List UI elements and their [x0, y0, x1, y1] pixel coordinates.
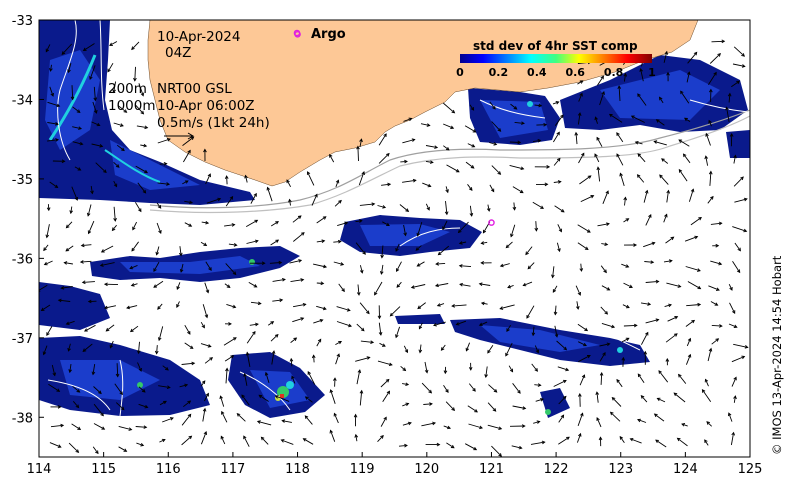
bathymetry-contours [149, 109, 750, 214]
x-tick-label: 121 [479, 462, 504, 477]
x-tick-label: 123 [608, 462, 633, 477]
sst-patch-far-east [726, 130, 750, 158]
y-tick-label: -36 [12, 252, 33, 267]
current-time-label: 10-Apr 06:00Z [157, 98, 255, 114]
colorbar-tick-label: 0.4 [527, 66, 547, 79]
sst-patch-west-coast [39, 20, 255, 205]
x-tick-label: 118 [285, 462, 310, 477]
argo-legend: Argo [293, 27, 346, 42]
scale-arrow [164, 132, 194, 140]
colorbar-tick-label: 1 [648, 66, 656, 79]
x-tick-label: 125 [738, 462, 763, 477]
y-axis: -33 -34 -35 -36 -37 -38 [12, 14, 44, 426]
x-tick-label: 119 [350, 462, 375, 477]
y-tick-label: -34 [12, 93, 33, 108]
x-tick-label: 117 [220, 462, 245, 477]
x-tick-label: 114 [27, 462, 52, 477]
sst-patch-strip [395, 314, 445, 324]
x-tick-label: 115 [91, 462, 116, 477]
y-tick-label: -37 [12, 332, 33, 347]
front-lines [47, 20, 749, 417]
colorbar-ticks: 0 0.2 0.4 0.6 0.8 1 [456, 66, 656, 79]
argo-legend-icon [293, 29, 301, 37]
date-label: 10-Apr-2024 [157, 29, 241, 45]
colorbar-tick-label: 0.2 [489, 66, 509, 79]
sst-patch-southwest [39, 282, 110, 330]
x-tick-label: 116 [156, 462, 181, 477]
y-tick-label: -35 [12, 173, 33, 188]
copyright-notice: © IMOS 13-Apr-2024 14:54 Hobart [770, 255, 784, 455]
current-vectors [39, 39, 749, 457]
colorbar: std dev of 4hr SST comp 0 0.2 0.4 0.6 0.8 1 [456, 39, 656, 79]
colorbar-gradient [460, 54, 652, 63]
x-tick-label: 122 [544, 462, 569, 477]
scale-label: 0.5m/s (1kt 24h) [157, 115, 270, 131]
x-axis: 114 115 116 117 118 119 120 121 122 123 124 125 [27, 452, 763, 477]
y-tick-label: -38 [12, 411, 33, 426]
plot-frame [38, 19, 751, 458]
argo-float-marker [488, 219, 495, 226]
colorbar-tick-label: 0.6 [565, 66, 585, 79]
y-tick-label: -33 [12, 14, 33, 29]
argo-legend-label: Argo [311, 27, 346, 42]
time-label: 04Z [165, 45, 192, 61]
x-tick-label: 124 [673, 462, 698, 477]
current-source-label: NRT00 GSL [157, 81, 232, 97]
x-tick-label: 120 [414, 462, 439, 477]
colorbar-tick-label: 0 [456, 66, 464, 79]
sst-variability-features [48, 54, 623, 415]
contour-200-label: 200m [108, 81, 147, 97]
colorbar-title: std dev of 4hr SST comp [473, 39, 638, 53]
colorbar-tick-label: 0.8 [604, 66, 624, 79]
contour-1000-label: 1000m [108, 98, 156, 114]
